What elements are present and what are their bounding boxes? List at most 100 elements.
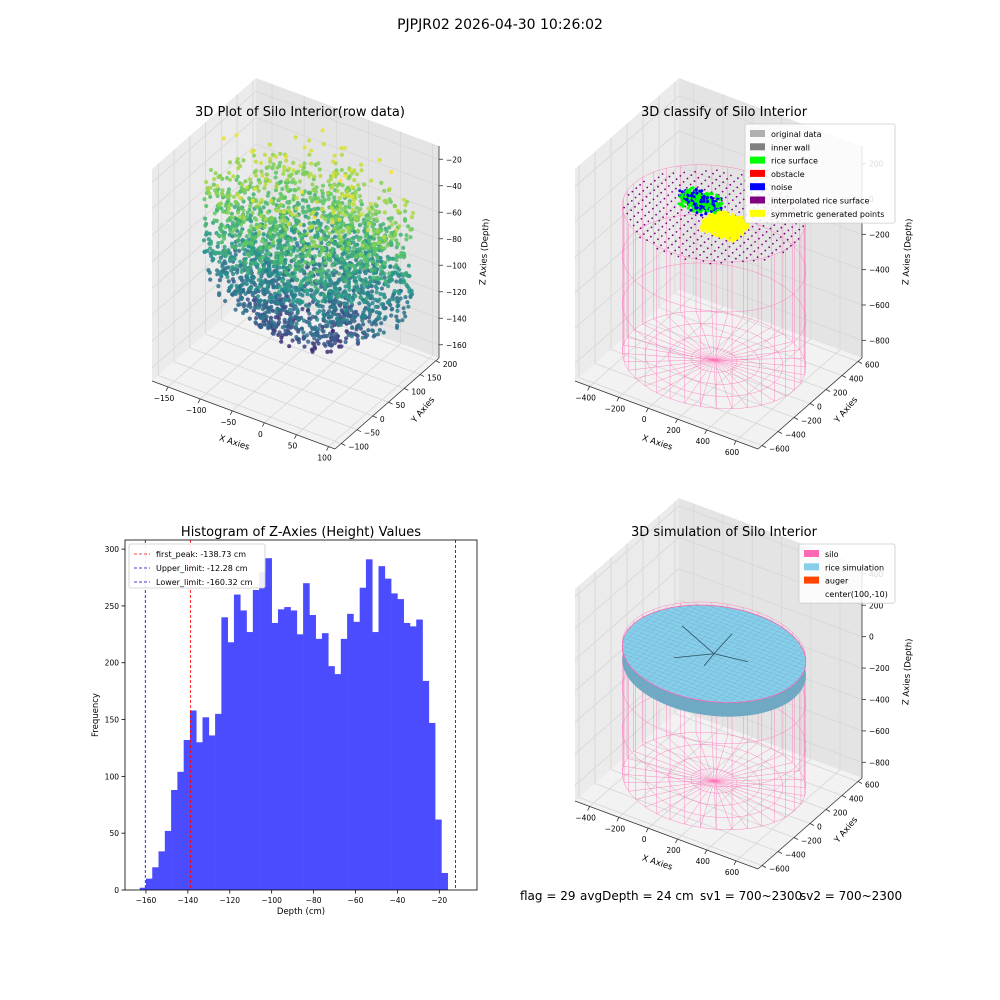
data-point — [326, 219, 331, 224]
data-point — [377, 210, 382, 215]
data-point — [390, 236, 395, 241]
data-point — [304, 288, 309, 293]
data-point — [346, 229, 351, 234]
z-tick-label: −40 — [446, 182, 462, 191]
silo-floor-ring — [690, 768, 738, 794]
rice-surface-point — [695, 211, 699, 215]
data-point — [361, 220, 366, 226]
data-point — [302, 145, 307, 150]
data-point — [321, 308, 326, 314]
interpolated-point — [681, 252, 684, 255]
data-point — [341, 193, 346, 198]
interpolated-point — [657, 185, 659, 188]
interpolated-point — [687, 220, 689, 223]
rice-surface-point — [678, 189, 682, 193]
data-point — [369, 267, 374, 272]
interpolated-point — [656, 247, 659, 250]
data-point — [332, 311, 337, 317]
data-point — [367, 238, 372, 243]
data-point — [324, 275, 329, 280]
interpolated-point — [731, 261, 733, 263]
z-tick-label: −20 — [446, 155, 462, 164]
histogram-bar — [221, 617, 228, 890]
interpolated-point — [691, 217, 693, 220]
interpolated-point — [694, 214, 697, 217]
data-point — [296, 186, 301, 191]
data-point — [338, 241, 343, 246]
data-point — [381, 222, 386, 227]
data-point — [286, 237, 291, 242]
footer-sv2: sv2 = 700~2300 — [800, 889, 903, 903]
interpolated-point — [721, 190, 724, 193]
data-point — [281, 210, 287, 215]
histogram-bar — [416, 619, 423, 890]
data-point — [261, 302, 266, 308]
data-point — [294, 335, 299, 340]
symmetric-point — [734, 231, 738, 235]
interpolated-point — [676, 212, 679, 215]
interpolated-point — [653, 241, 655, 244]
interpolated-point — [728, 255, 730, 257]
interpolated-point — [690, 174, 693, 177]
surface-mesh-line — [706, 604, 796, 639]
interpolated-point — [732, 189, 735, 192]
data-point — [325, 349, 330, 354]
y-tick-label: 100 — [105, 772, 120, 781]
x-tick-label: −200 — [605, 404, 626, 413]
data-point — [228, 256, 233, 261]
symmetric-point — [737, 216, 741, 220]
x-tick-label: −60 — [348, 896, 364, 905]
interpolated-point — [750, 244, 753, 247]
data-point — [251, 153, 257, 158]
surface-mesh-line — [661, 612, 750, 689]
data-point — [347, 205, 352, 210]
data-point — [356, 274, 361, 279]
interpolated-point — [745, 257, 748, 259]
y-tick-label: −50 — [364, 429, 380, 438]
interpolated-point — [708, 176, 711, 178]
data-point — [369, 178, 374, 183]
data-point — [320, 206, 325, 212]
data-point — [273, 255, 278, 260]
data-point — [305, 278, 310, 283]
interpolated-point — [732, 242, 735, 245]
interpolated-point — [679, 175, 682, 177]
surface-mesh-line — [698, 627, 783, 701]
interpolated-point — [672, 172, 675, 175]
data-point — [262, 186, 267, 191]
x-tick — [704, 849, 708, 855]
interpolated-point — [677, 255, 680, 258]
y-tick-label: −400 — [785, 431, 806, 440]
data-point — [332, 195, 337, 200]
data-point — [291, 298, 296, 303]
y-tick-label: −400 — [785, 851, 806, 860]
data-point — [303, 198, 308, 203]
data-point — [309, 148, 314, 153]
data-point — [330, 220, 335, 225]
rice-surface-point — [715, 204, 719, 208]
interpolated-point — [718, 184, 721, 187]
data-point — [228, 251, 233, 256]
interpolated-point — [771, 252, 774, 255]
legend-box — [744, 123, 896, 224]
interpolated-point — [634, 196, 637, 199]
data-point — [375, 259, 380, 264]
surface-mesh-line — [650, 608, 737, 684]
z-tick-label: −80 — [446, 235, 462, 244]
data-point — [286, 222, 291, 227]
data-point — [243, 179, 248, 184]
histogram-bar — [340, 638, 348, 890]
data-point — [397, 224, 402, 229]
data-point — [256, 277, 261, 283]
rice-surface-point — [697, 198, 701, 202]
x-tick-label: −120 — [219, 896, 240, 905]
data-point — [354, 234, 359, 239]
data-point — [310, 260, 315, 265]
interpolated-point — [714, 188, 717, 190]
symmetric-point — [724, 225, 728, 229]
data-point — [254, 316, 259, 321]
x-axis-line — [151, 380, 336, 450]
interpolated-point — [630, 209, 632, 212]
data-point — [294, 196, 299, 201]
interpolated-point — [678, 236, 681, 239]
